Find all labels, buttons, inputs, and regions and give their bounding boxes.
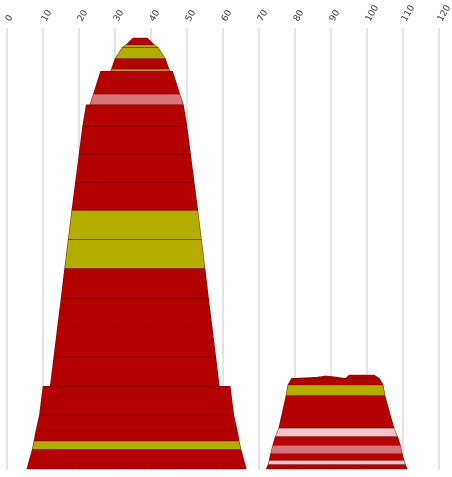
x-tick-label: 70 [256,8,271,23]
left-stack-band-8 [78,126,191,155]
x-tick-label: 30 [112,8,127,23]
x-tick-label: 50 [184,8,199,23]
right-stack-band-7 [267,460,406,465]
left-stack-band-12 [64,239,206,269]
right-stack-band-5 [270,445,403,455]
x-tick-label: 100 [364,3,381,23]
right-stack-band-1 [285,384,386,396]
left-stack-band-18 [35,414,238,432]
x-tick-label: 20 [76,8,91,23]
x-tick-label: 80 [292,8,307,23]
right-stack-cap [291,374,381,379]
left-stack-band-15 [53,327,217,358]
left-stack-band-5 [93,70,181,95]
right-stack [265,374,408,470]
left-stack-band-14 [57,298,213,328]
x-axis-ticks: 0 10 20 30 40 50 60 70 80 90 100 110 120 [4,3,452,23]
left-stack-band-7 [82,104,188,127]
x-tick-label: 60 [220,8,235,23]
right-stack-band-2 [278,395,395,429]
left-stack-band-3 [111,58,170,70]
chart-shapes [26,37,408,470]
left-stack-band-13 [60,268,209,300]
left-stack-band-6 [89,93,184,106]
left-stack-band-1 [121,44,159,48]
left-stack-band-19 [33,430,240,442]
left-stack-band-21 [26,449,247,470]
x-tick-label: 0 [4,13,16,23]
left-stack-band-11 [67,210,202,240]
left-stack-band-4 [110,68,171,72]
right-stack-band-6 [268,453,405,461]
left-stack [26,37,247,470]
right-stack-band-3 [274,427,398,437]
left-stack-band-20 [31,440,242,450]
x-tick-label: 10 [40,8,55,23]
right-stack-band-0 [287,378,384,386]
left-stack-band-10 [71,182,199,211]
right-stack-band-8 [265,464,408,470]
left-stack-band-17 [39,385,235,416]
x-tick-label: 110 [400,3,417,23]
right-stack-band-4 [272,436,401,446]
left-stack-band-16 [49,356,220,387]
left-stack-band-2 [114,47,166,59]
left-stack-band-0 [125,37,156,46]
x-tick-label: 90 [328,8,343,23]
x-tick-label: 120 [436,3,452,23]
x-tick-label: 40 [148,8,163,23]
left-stack-band-9 [75,154,195,183]
